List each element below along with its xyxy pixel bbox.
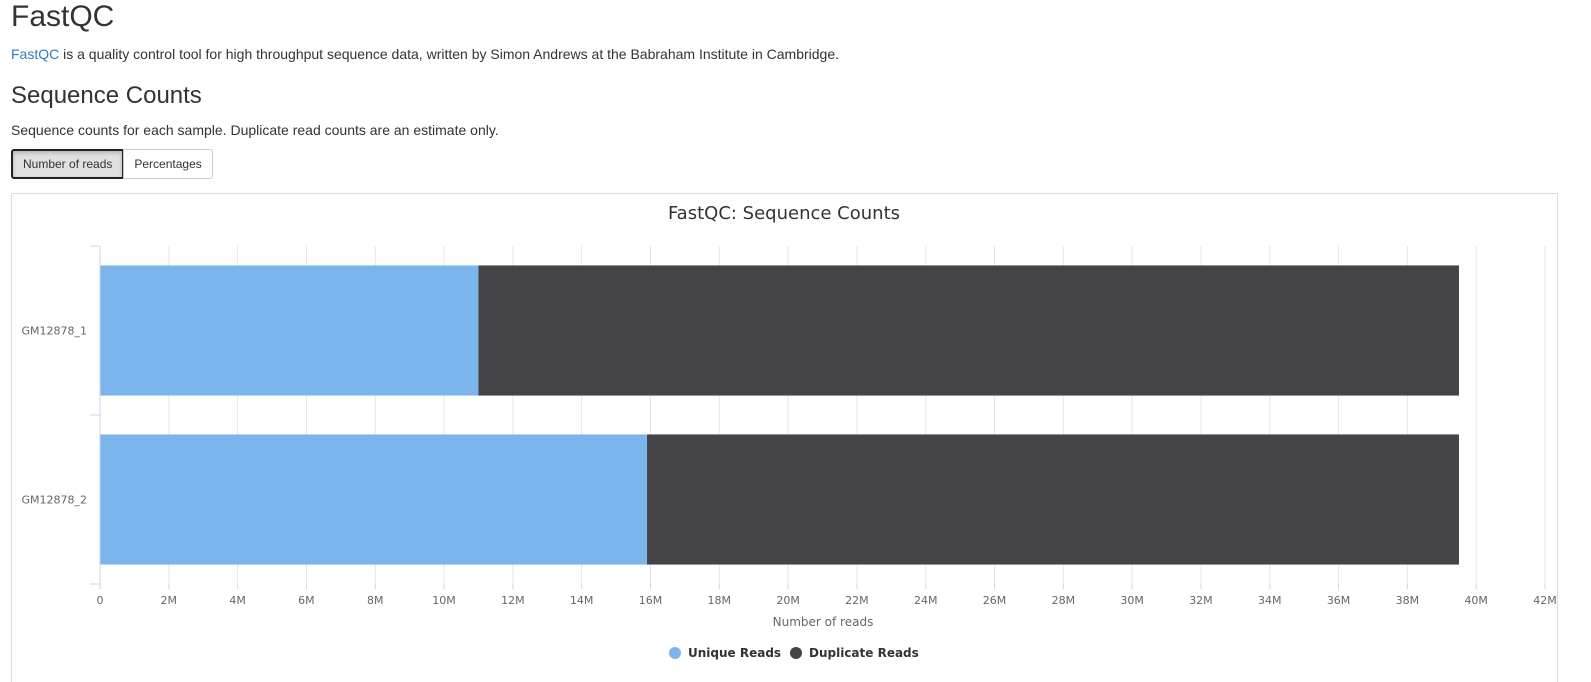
intro-text: is a quality control tool for high throu… (59, 46, 840, 62)
page-title: FastQC (11, 0, 115, 33)
chart-container: 0 2M 4M 6M 8M 10M 12M 14M 16M 18M 20M 22M 24M 26M 28M 3… (11, 193, 1558, 682)
view-toggle-group: Number of reads Percentages (11, 149, 213, 179)
x-tick-label: 28M (1052, 594, 1076, 607)
x-tick-label: 42M (1533, 594, 1557, 607)
legend: Unique Reads Duplicate Reads (669, 646, 919, 660)
legend-label-unique: Unique Reads (688, 646, 781, 660)
section-title: Sequence Counts (11, 82, 202, 109)
y-category-label: GM12878_1 (21, 325, 87, 338)
legend-label-duplicate: Duplicate Reads (809, 646, 919, 660)
bar-unique-reads (100, 434, 648, 565)
bars-group (100, 265, 1459, 565)
x-tick-label: 12M (501, 594, 525, 607)
x-tick-label: 40M (1464, 594, 1488, 607)
x-tick-label: 38M (1396, 594, 1420, 607)
fastqc-link[interactable]: FastQC (11, 46, 60, 62)
bar-duplicate-reads (478, 265, 1459, 396)
x-tick-label: 36M (1327, 594, 1351, 607)
x-tick-label: 16M (639, 594, 663, 607)
x-tick-label: 10M (432, 594, 456, 607)
x-tick-label: 18M (708, 594, 732, 607)
bar-unique-reads (100, 265, 479, 396)
x-tick-label: 20M (776, 594, 800, 607)
percentages-button[interactable]: Percentages (123, 149, 213, 179)
x-tick-label: 8M (367, 594, 384, 607)
x-tick-label: 34M (1258, 594, 1282, 607)
x-tick-label: 32M (1189, 594, 1213, 607)
x-tick-label: 30M (1120, 594, 1144, 607)
x-tick-label: 4M (229, 594, 246, 607)
x-tick-label: 14M (570, 594, 594, 607)
legend-marker-unique (669, 647, 681, 659)
y-category-label: GM12878_2 (21, 494, 87, 507)
legend-marker-duplicate (790, 647, 802, 659)
bar-duplicate-reads (647, 434, 1459, 565)
section-description: Sequence counts for each sample. Duplica… (11, 122, 499, 138)
x-tick-label: 26M (983, 594, 1007, 607)
x-tick-label: 0 (97, 594, 104, 607)
x-tick-label: 24M (914, 594, 938, 607)
sequence-counts-chart: 0 2M 4M 6M 8M 10M 12M 14M 16M 18M 20M 22M 24M 26M 28M 3… (21, 203, 1557, 660)
x-tick-label: 22M (845, 594, 869, 607)
number-of-reads-button[interactable]: Number of reads (11, 149, 125, 179)
x-tick-label: 6M (298, 594, 315, 607)
intro-paragraph: FastQC is a quality control tool for hig… (11, 45, 839, 63)
chart-title: FastQC: Sequence Counts (668, 203, 900, 224)
x-tick-label: 2M (161, 594, 178, 607)
x-axis-title: Number of reads (773, 615, 874, 629)
axes-group: 0 2M 4M 6M 8M 10M 12M 14M 16M 18M 20M 22M 24M 26M 28M 3… (21, 245, 1557, 607)
